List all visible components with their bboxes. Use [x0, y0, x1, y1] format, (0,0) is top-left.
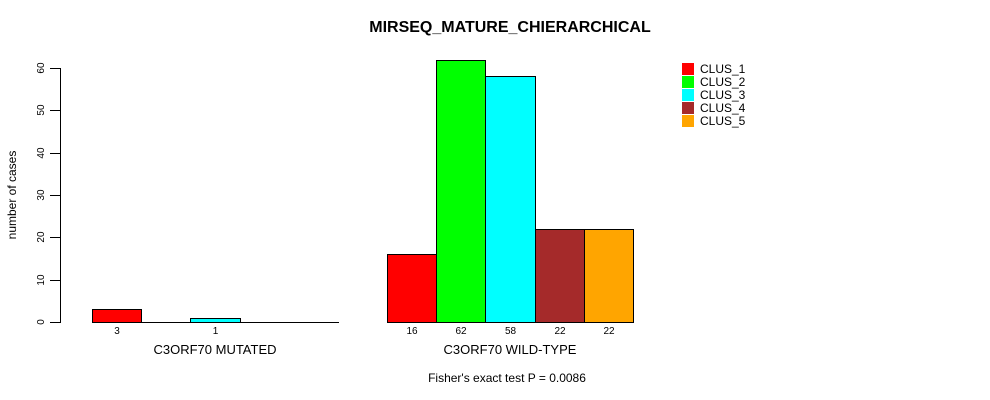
legend-item: CLUS_4 [682, 102, 745, 114]
bar-value-label: 1 [212, 326, 219, 337]
bar-clus_4 [535, 229, 585, 323]
legend-label: CLUS_5 [700, 114, 746, 128]
bar-clus_1 [387, 254, 437, 323]
y-tick [50, 280, 60, 281]
y-tick [50, 237, 60, 238]
legend-swatch-clus_4 [682, 102, 694, 114]
y-tick-label: 10 [36, 274, 47, 286]
group-label: C3ORF70 MUTATED [153, 342, 277, 357]
y-axis [60, 68, 61, 323]
bar-value-label: 22 [554, 326, 566, 337]
bar-value-label: 16 [406, 326, 418, 337]
y-tick-label: 30 [36, 189, 47, 201]
legend-label: CLUS_3 [700, 88, 746, 102]
legend-item: CLUS_2 [682, 76, 745, 88]
legend-swatch-clus_2 [682, 76, 694, 88]
bar-value-label: 22 [603, 326, 615, 337]
y-tick [50, 110, 60, 111]
legend-item: CLUS_3 [682, 89, 745, 101]
bar-clus_5 [584, 229, 634, 323]
legend-swatch-clus_5 [682, 115, 694, 127]
y-tick-label: 20 [36, 231, 47, 243]
y-tick-label: 50 [36, 104, 47, 116]
legend-swatch-clus_1 [682, 63, 694, 75]
legend-swatch-clus_3 [682, 89, 694, 101]
y-tick [50, 322, 60, 323]
y-tick [50, 153, 60, 154]
y-tick-label: 40 [36, 147, 47, 159]
group-label: C3ORF70 WILD-TYPE [443, 342, 577, 357]
footnote: Fisher's exact test P = 0.0086 [428, 371, 586, 385]
bar-value-label: 58 [504, 326, 517, 337]
legend-label: CLUS_2 [700, 75, 746, 89]
bar-clus_1 [92, 309, 142, 323]
legend-label: CLUS_4 [700, 101, 746, 115]
legend-item: CLUS_1 [682, 63, 745, 75]
y-tick-label: 60 [36, 62, 47, 74]
bar-value-label: 3 [114, 326, 120, 337]
bar-clus_3 [485, 76, 536, 323]
y-tick [50, 68, 60, 69]
chart-title: MIRSEQ_MATURE_CHIERARCHICAL [369, 19, 651, 36]
bar-clus_2 [436, 60, 486, 323]
bar-clus_3 [190, 318, 241, 323]
legend: CLUS_1 CLUS_2 CLUS_3 CLUS_4 CLUS_5 [682, 63, 745, 128]
bar-value-label: 62 [455, 326, 467, 337]
y-tick [50, 195, 60, 196]
legend-label: CLUS_1 [700, 62, 746, 76]
y-tick-label: 0 [36, 319, 47, 325]
legend-item: CLUS_5 [682, 115, 745, 127]
y-axis-title: number of cases [5, 150, 19, 240]
